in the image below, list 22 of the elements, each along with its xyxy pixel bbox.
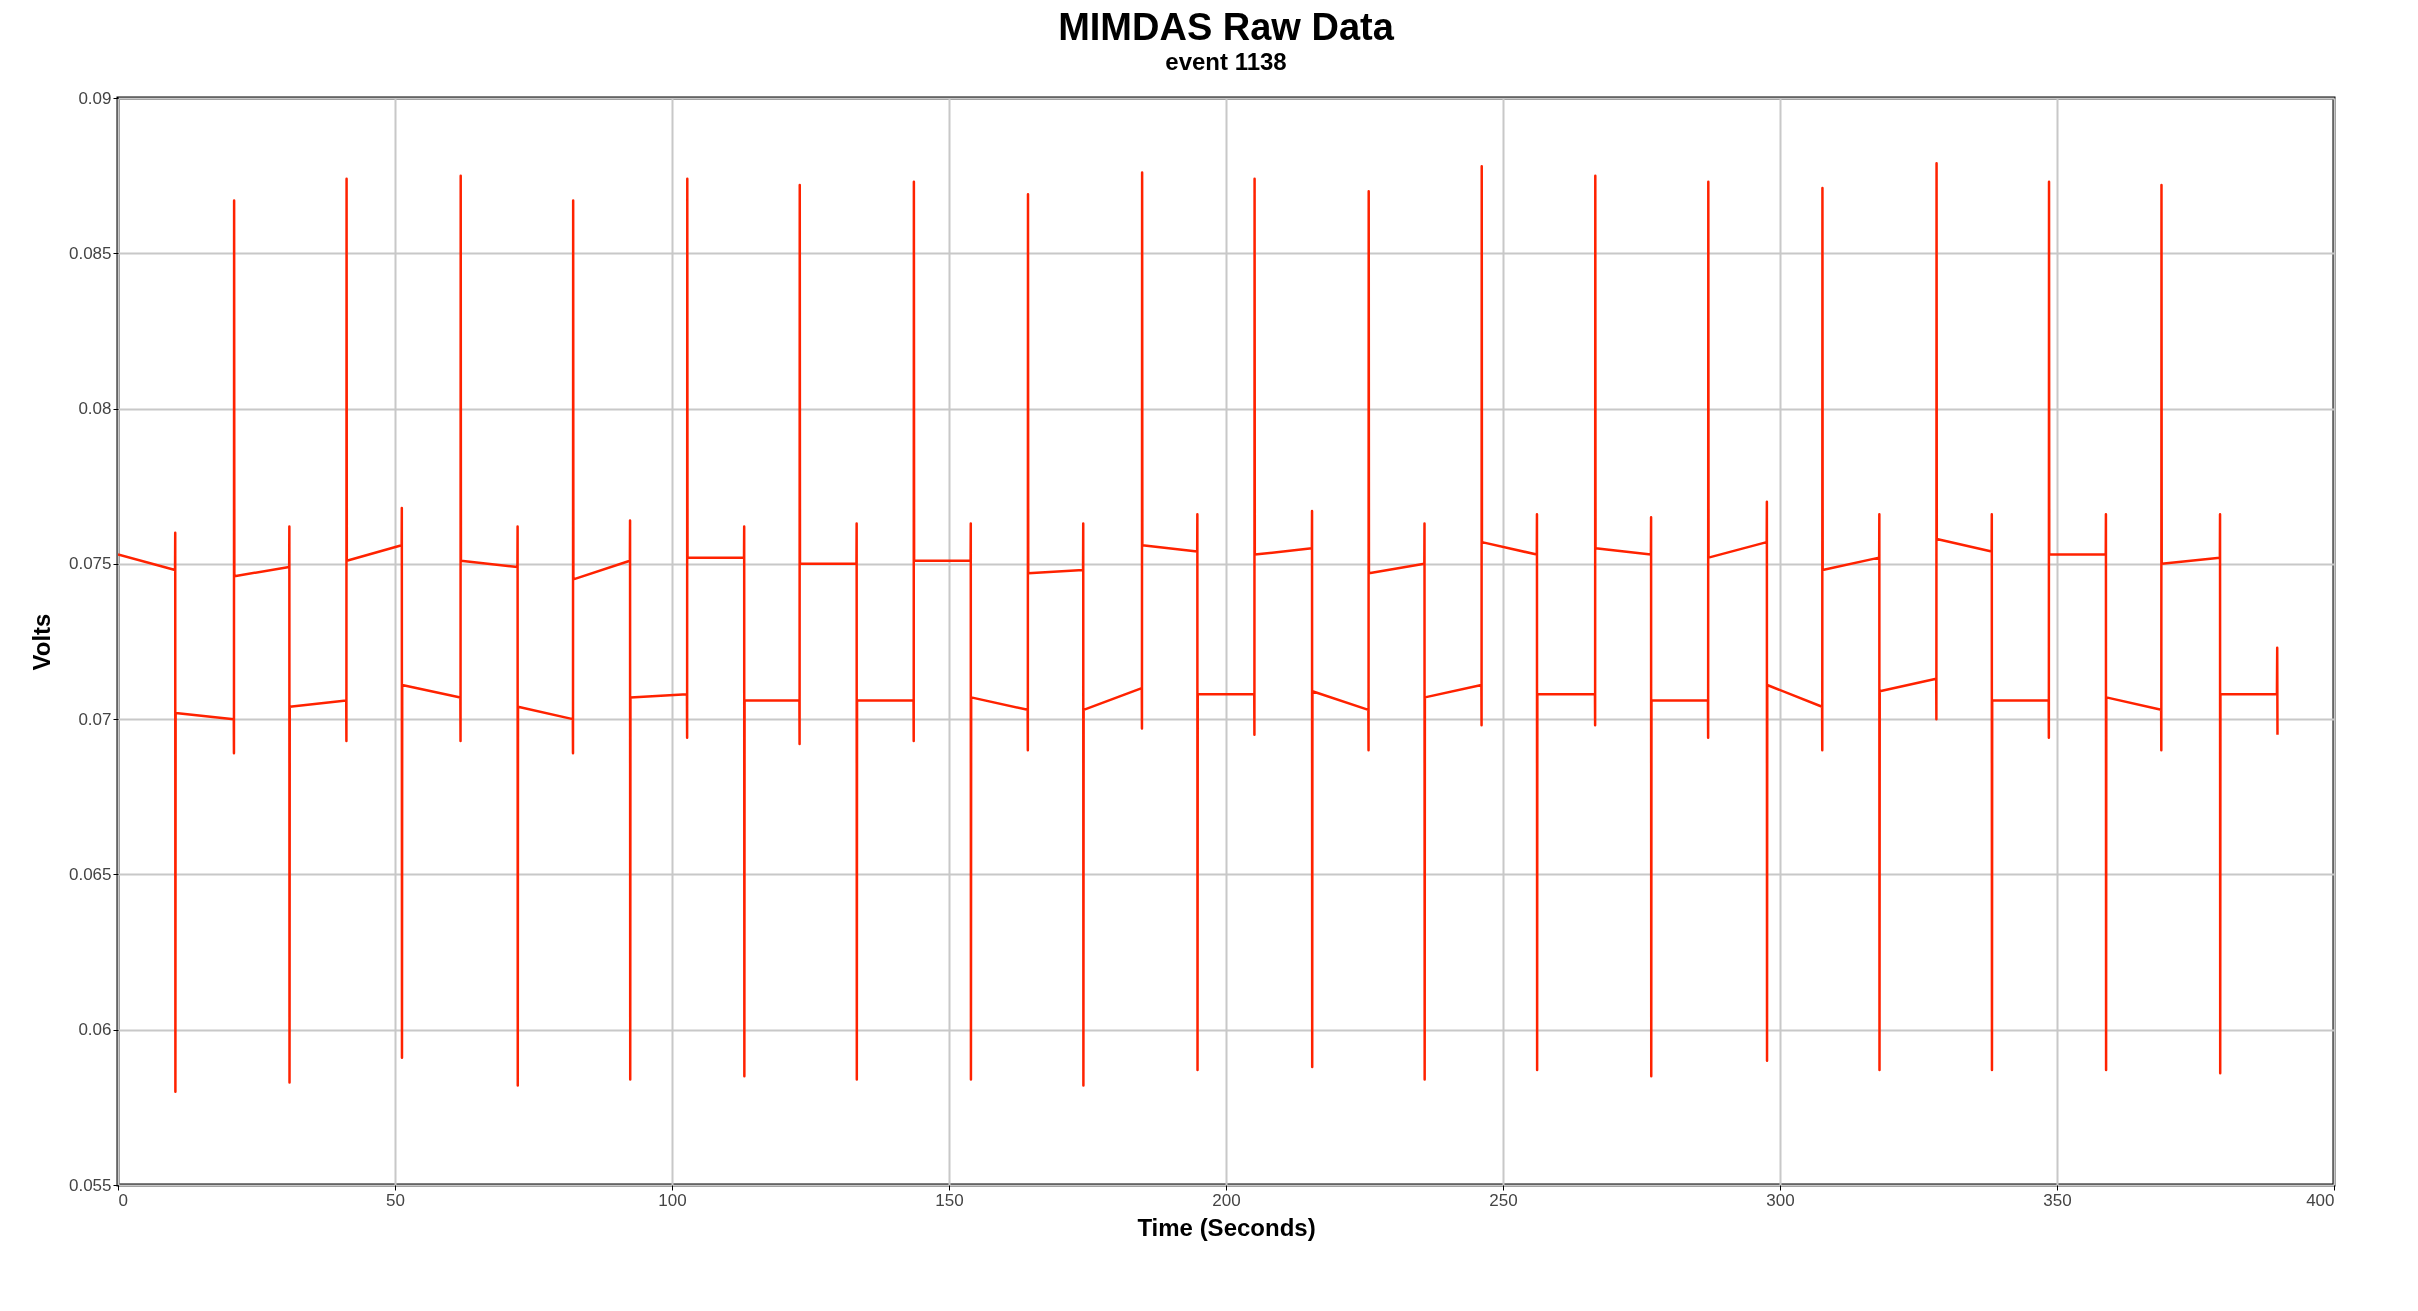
y-tick-label: 0.065 xyxy=(68,864,112,884)
y-tick-label: 0.08 xyxy=(78,399,112,419)
x-tick-label: 100 xyxy=(658,1190,687,1210)
chart-title: MIMDAS Raw Data xyxy=(1058,6,1395,48)
chart-subtitle: event 1138 xyxy=(1165,48,1287,75)
x-tick-label: 400 xyxy=(2306,1190,2335,1210)
x-tick-label: 300 xyxy=(1766,1190,1795,1210)
y-tick-label: 0.06 xyxy=(78,1020,112,1040)
x-tick-label: 350 xyxy=(2043,1190,2072,1210)
y-tick-label: 0.085 xyxy=(68,243,112,263)
x-axis-title: Time (Seconds) xyxy=(1137,1213,1316,1241)
x-tick-label: 50 xyxy=(386,1190,405,1210)
y-tick-label: 0.055 xyxy=(68,1175,112,1195)
line-series xyxy=(118,161,2279,1094)
x-tick-label: 0 xyxy=(118,1190,128,1210)
y-tick-label: 0.09 xyxy=(78,88,112,108)
x-tick-label: 250 xyxy=(1489,1190,1518,1210)
y-tick-label: 0.07 xyxy=(78,709,112,729)
x-tick-label: 150 xyxy=(935,1190,964,1210)
y-axis-title: Volts xyxy=(27,613,55,671)
y-tick-label: 0.075 xyxy=(68,554,112,574)
x-tick-label: 200 xyxy=(1212,1190,1241,1210)
